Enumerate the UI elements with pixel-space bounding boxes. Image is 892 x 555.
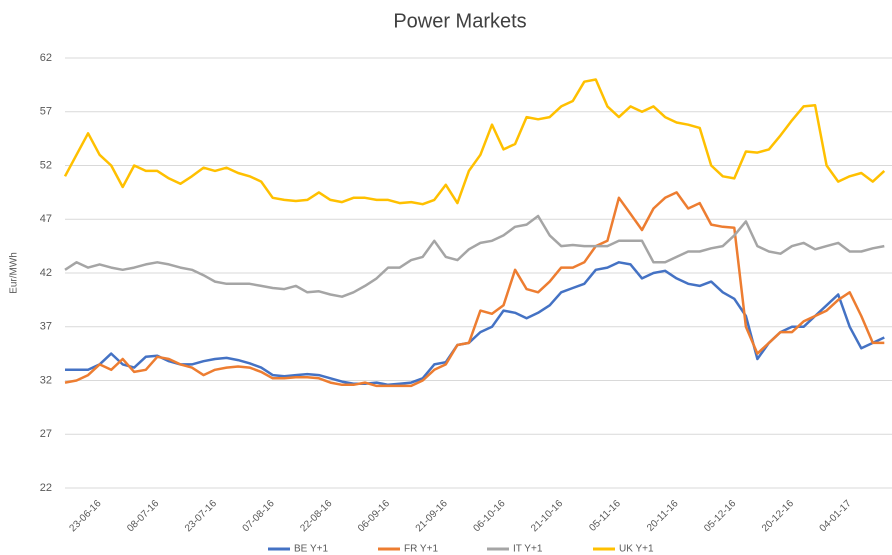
series-line	[64, 214, 885, 298]
x-tick-label: 20-12-16	[760, 498, 796, 534]
legend-label: FR Y+1	[404, 544, 438, 555]
y-tick-label: 57	[40, 106, 52, 118]
series-line	[64, 191, 885, 388]
x-tick-label: 23-06-16	[68, 498, 104, 534]
x-tick-label: 21-09-16	[414, 498, 450, 534]
y-tick-label: 22	[40, 482, 52, 494]
x-tick-label: 22-08-16	[298, 498, 334, 534]
legend-label: BE Y+1	[294, 544, 328, 555]
y-tick-label: 42	[40, 267, 52, 279]
y-tick-label: 37	[40, 321, 52, 333]
x-tick-label: 07-08-16	[241, 498, 277, 534]
series-line	[65, 261, 885, 387]
x-tick-label: 20-11-16	[645, 498, 681, 534]
y-tick-label: 47	[40, 213, 52, 225]
x-tick-label: 23-07-16	[183, 498, 219, 534]
x-tick-label: 05-11-16	[587, 498, 623, 534]
legend-label: IT Y+1	[513, 544, 543, 555]
x-tick-label: 05-12-16	[702, 498, 738, 534]
x-tick-label: 06-09-16	[356, 498, 392, 534]
x-tick-label: 06-10-16	[471, 498, 507, 534]
y-tick-label: 32	[40, 374, 52, 386]
y-tick-label: 62	[40, 52, 52, 64]
y-tick-label: 52	[40, 159, 52, 171]
series-line	[63, 78, 886, 206]
x-tick-label: 21-10-16	[529, 498, 565, 534]
y-axis-label: Eur/MWh	[9, 252, 20, 294]
y-tick-label: 27	[40, 428, 52, 440]
chart-title: Power Markets	[393, 10, 526, 32]
legend-label: UK Y+1	[619, 544, 654, 555]
x-tick-label: 08-07-16	[125, 498, 161, 534]
x-tick-label: 04-01-17	[818, 498, 854, 534]
